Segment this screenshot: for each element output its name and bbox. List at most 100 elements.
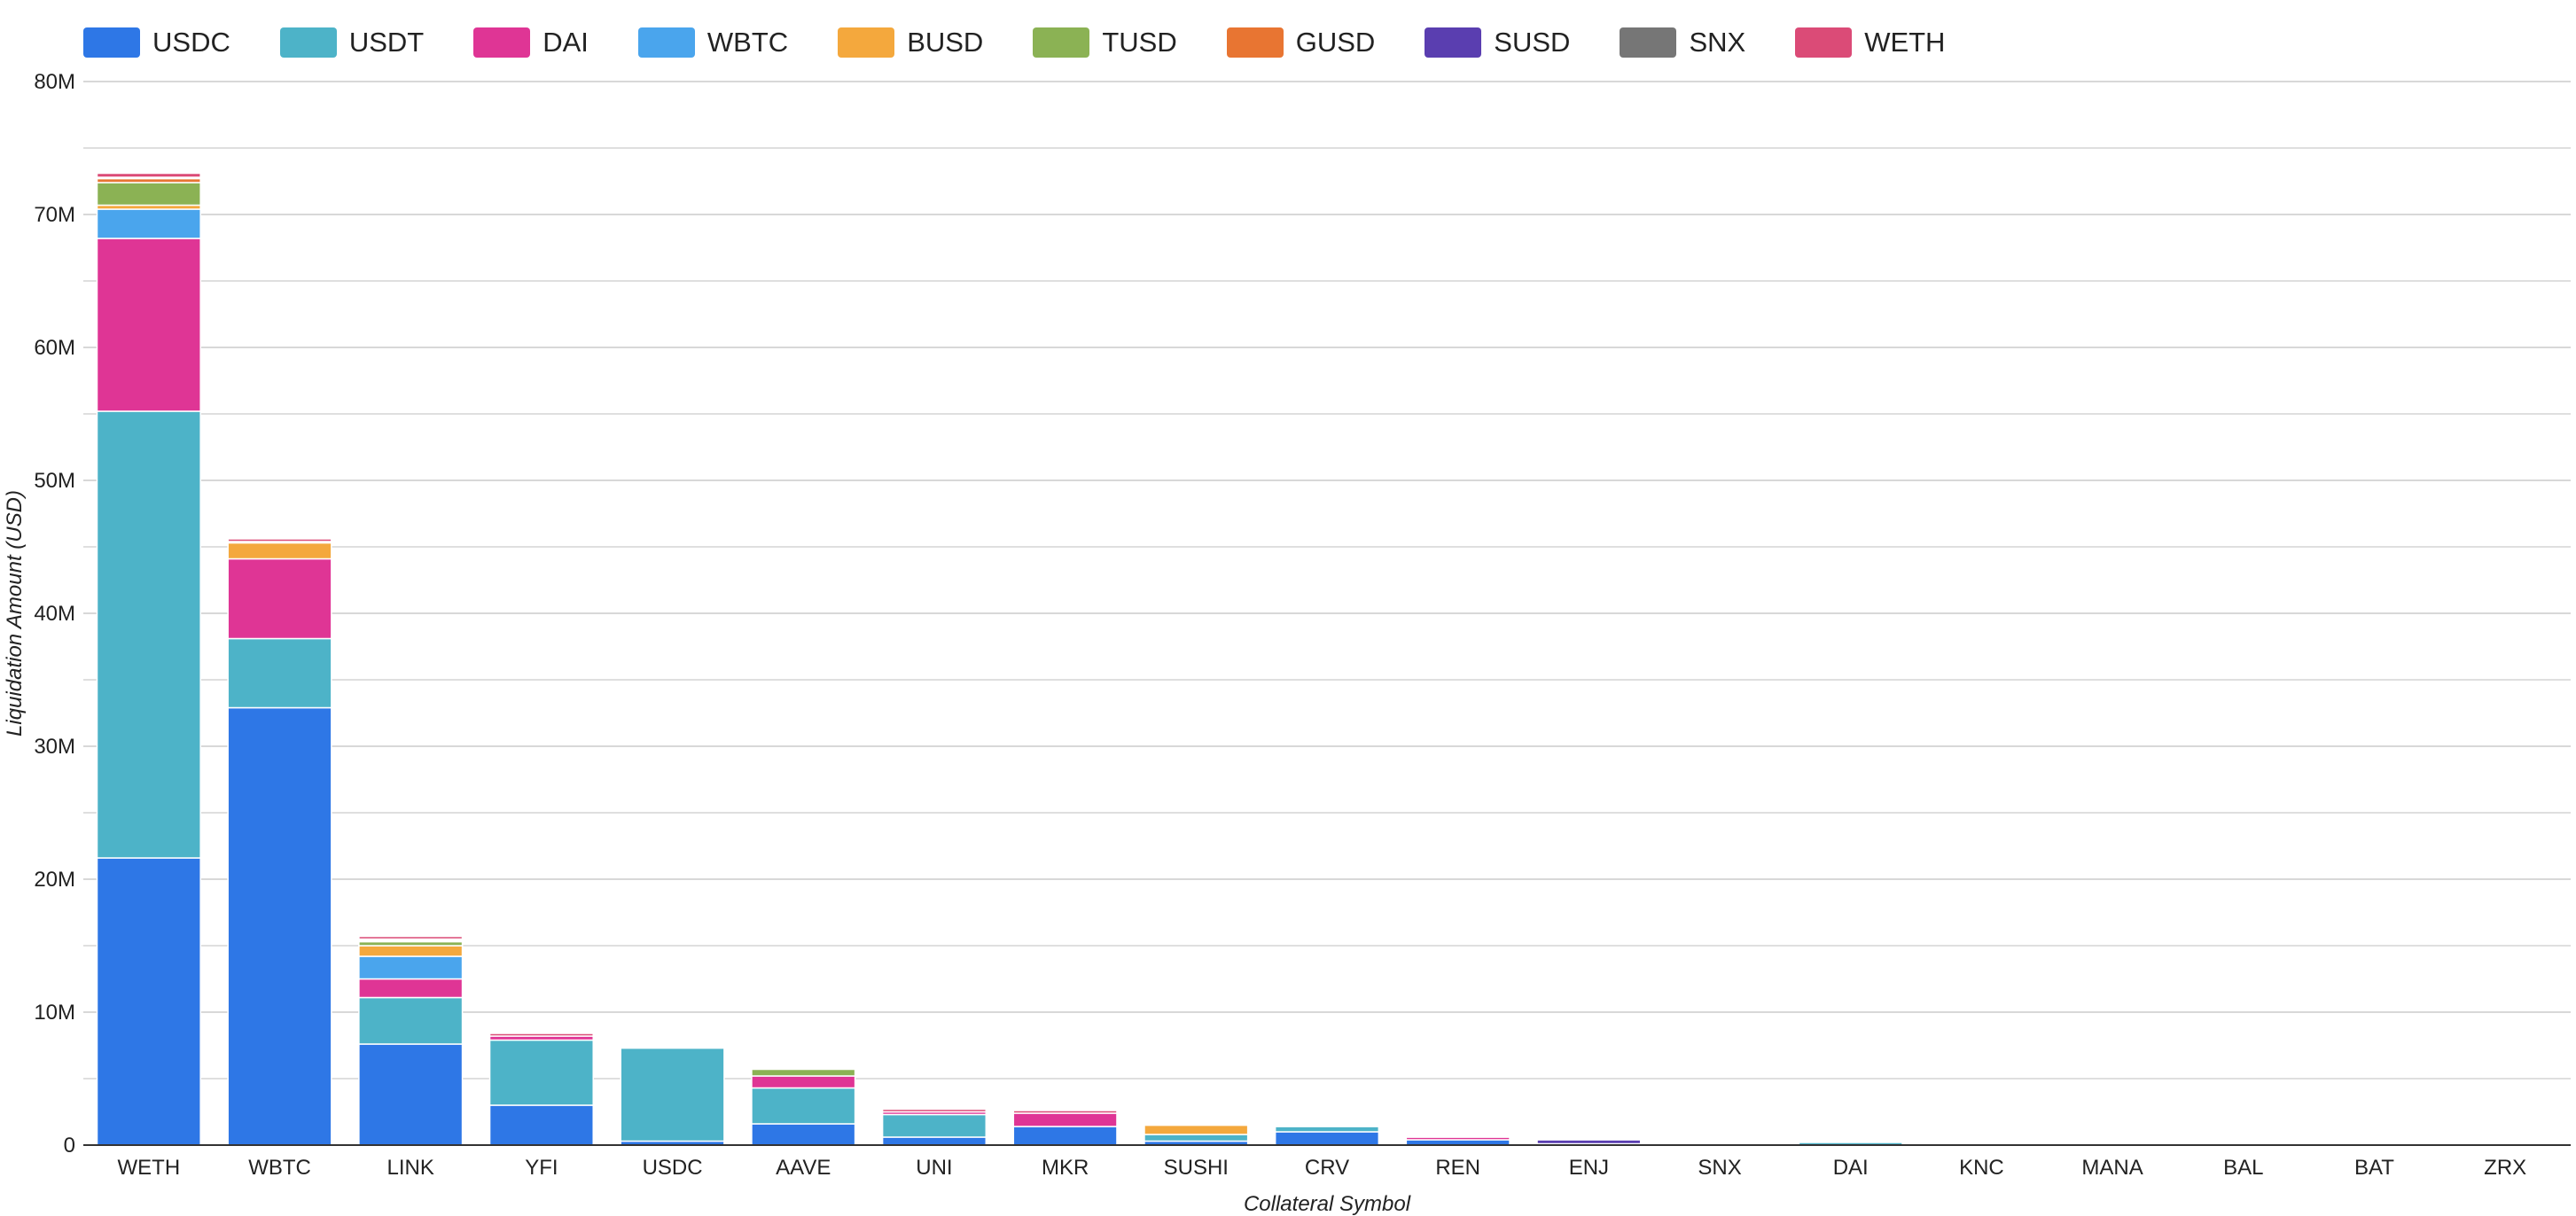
bar-segment-usdt: [620, 1047, 725, 1142]
bar-segment-busd: [227, 542, 332, 560]
legend-swatch: [838, 27, 895, 58]
bar-stack-aave: [751, 1068, 856, 1146]
legend-swatch: [1226, 27, 1284, 58]
legend-item-snx: SNX: [1620, 27, 1745, 58]
bar-segment-busd: [358, 945, 464, 957]
bar-segment-weth: [1144, 1120, 1249, 1124]
legend-label: TUSD: [1102, 27, 1177, 58]
x-tick-label: ENJ: [1569, 1156, 1609, 1180]
y-tick-label: 10M: [34, 1001, 75, 1025]
bar-segment-weth: [358, 935, 464, 940]
bar-segment-usdt: [1274, 1126, 1380, 1133]
bar-segment-usdc: [96, 857, 201, 1146]
x-tick-label: WBTC: [248, 1156, 311, 1180]
bar-segment-weth: [488, 1033, 594, 1037]
bar-stack-weth: [96, 172, 201, 1146]
bar-segment-usdt: [881, 1113, 987, 1138]
bar-segment-usdt: [358, 996, 464, 1045]
bar-segment-usdt: [751, 1087, 856, 1125]
bar-segment-dai: [227, 557, 332, 640]
x-tick-label: REN: [1435, 1156, 1480, 1180]
x-tick-label: BAT: [2354, 1156, 2394, 1180]
bar-segment-weth: [96, 172, 201, 178]
bar-segment-usdt: [227, 637, 332, 709]
bar-stack-usdc: [620, 1046, 725, 1146]
x-tick-label: WETH: [118, 1156, 181, 1180]
bar-stacks: [96, 172, 2558, 1147]
bar-segment-dai: [751, 1075, 856, 1089]
y-axis-ticks: 0 10M 20M 30M 40M 50M 60M 70M 80M: [34, 70, 75, 1158]
bar-segment-wbtc: [620, 1046, 725, 1049]
bar-segment-tusd: [751, 1068, 856, 1077]
bar-segment-weth: [881, 1108, 987, 1113]
legend-swatch: [1425, 27, 1482, 58]
bar-segment-usdc: [488, 1104, 594, 1146]
legend-label: USDC: [152, 27, 230, 58]
bar-stack-link: [358, 935, 464, 1146]
x-tick-label: YFI: [525, 1156, 558, 1180]
bar-segment-dai: [96, 238, 201, 412]
x-tick-label: MANA: [2081, 1156, 2143, 1180]
bar-stack-enj: [1536, 1137, 1642, 1146]
bar-segment-tusd: [96, 182, 201, 207]
bar-stack-sushi: [1144, 1120, 1249, 1146]
x-tick-label: MKR: [1042, 1156, 1089, 1180]
y-tick-label: 0: [64, 1134, 75, 1158]
y-tick-label: 70M: [34, 203, 75, 227]
x-tick-label: AAVE: [776, 1156, 831, 1180]
bar-segment-dai: [358, 978, 464, 999]
y-axis-title: Liquidation Amount (USD): [3, 490, 27, 737]
legend-swatch: [279, 27, 337, 58]
bar-segment-wbtc: [96, 208, 201, 239]
bar-segment-usdt: [488, 1039, 594, 1106]
x-tick-label: USDC: [643, 1156, 703, 1180]
bar-segment-busd: [1144, 1124, 1249, 1135]
y-tick-label: 30M: [34, 735, 75, 759]
legend-item-susd: SUSD: [1425, 27, 1570, 58]
y-tick-label: 50M: [34, 469, 75, 493]
bar-segment-weth: [227, 538, 332, 542]
bar-segment-wbtc: [358, 955, 464, 980]
bar-segment-usdc: [881, 1136, 987, 1146]
legend-swatch: [1033, 27, 1090, 58]
bar-segment-usdc: [751, 1123, 856, 1146]
legend-item-weth: WETH: [1795, 27, 1945, 58]
x-tick-label: CRV: [1305, 1156, 1349, 1180]
x-tick-label: BAL: [2223, 1156, 2263, 1180]
legend-item-gusd: GUSD: [1226, 27, 1376, 58]
legend-label: GUSD: [1295, 27, 1376, 58]
bar-stack-yfi: [488, 1033, 594, 1146]
legend-swatch: [1620, 27, 1677, 58]
bar-segment-usdc: [227, 706, 332, 1146]
y-tick-label: 40M: [34, 602, 75, 626]
legend-swatch: [83, 27, 140, 58]
legend-item-busd: BUSD: [838, 27, 983, 58]
legend-label: WBTC: [706, 27, 789, 58]
bar-segment-weth: [1012, 1110, 1118, 1114]
bar-segment-dai: [1012, 1112, 1118, 1127]
legend-item-usdc: USDC: [83, 27, 230, 58]
x-tick-label: SUSHI: [1164, 1156, 1229, 1180]
x-tick-label: DAI: [1833, 1156, 1869, 1180]
gridlines: [83, 81, 2571, 1080]
legend-label: BUSD: [907, 27, 984, 58]
bar-segment-snx: [1274, 1123, 1380, 1126]
x-axis-ticks: WETH WBTC LINK YFI USDC AAVE UNI MKR SUSHI CRV REN…: [118, 1156, 2527, 1180]
x-tick-label: ZRX: [2484, 1156, 2526, 1180]
legend-item-tusd: TUSD: [1033, 27, 1177, 58]
bar-segment-usdt: [96, 410, 201, 859]
legend-label: SNX: [1689, 27, 1746, 58]
legend-label: SUSD: [1494, 27, 1571, 58]
x-axis-title: Collateral Symbol: [1244, 1192, 1411, 1216]
legend-item-usdt: USDT: [279, 27, 424, 58]
bar-segment-weth: [1405, 1134, 1510, 1138]
bar-segment-usdc: [1274, 1131, 1380, 1146]
x-tick-label: LINK: [387, 1156, 434, 1180]
x-tick-label: UNI: [916, 1156, 952, 1180]
y-tick-label: 80M: [34, 70, 75, 94]
bar-segment-usdc: [1012, 1126, 1118, 1146]
chart-legend: USDC USDT DAI WBTC BUSD TUSD GUSD SUSD SNX WETH: [83, 19, 1945, 66]
bar-segment-weth: [1536, 1137, 1642, 1141]
bar-stack-ren: [1405, 1134, 1510, 1146]
